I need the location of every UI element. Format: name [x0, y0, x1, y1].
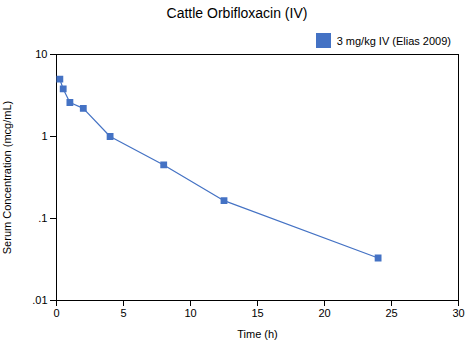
svg-text:5: 5: [120, 307, 126, 319]
svg-text:Serum Concentration (mcg/mL): Serum Concentration (mcg/mL): [1, 101, 13, 254]
html-text:Cattle Orbifloxacin (IV): Cattle Orbifloxacin (IV): [166, 5, 308, 21]
html-text:3 mg/kg IV (Elias 2009): 3 mg/kg IV (Elias 2009): [336, 34, 451, 47]
svg-text:10: 10: [35, 48, 47, 60]
svg-text:10: 10: [184, 307, 196, 319]
svg-text:25: 25: [385, 307, 397, 319]
svg-text:15: 15: [251, 307, 263, 319]
svg-text:1: 1: [41, 130, 47, 142]
svg-text:0: 0: [53, 307, 59, 319]
svg-text:Time (h): Time (h): [237, 328, 278, 340]
svg-text:20: 20: [318, 307, 330, 319]
svg-text:.01: .01: [32, 294, 47, 306]
svg-text:30: 30: [452, 307, 464, 319]
svg-text:.1: .1: [38, 212, 47, 224]
